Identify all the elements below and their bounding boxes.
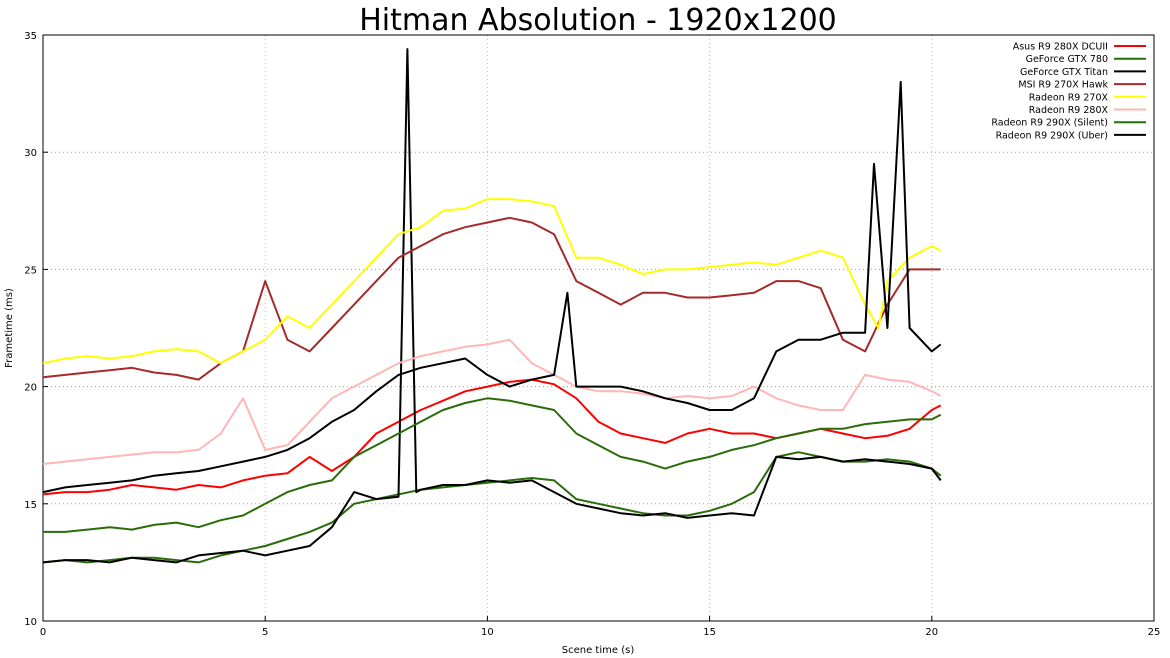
y-axis-label: Frametime (ms)	[4, 288, 15, 368]
chart-title: Hitman Absolution - 1920x1200	[359, 3, 837, 38]
series-line-radeon-r9-280x	[42, 338, 942, 465]
legend-label-radeon-r9-290x-silent: Radeon R9 290X (Silent)	[991, 118, 1108, 129]
legend-label-asus-r9-280x-dcuii: Asus R9 280X DCUII	[1013, 42, 1108, 53]
legend-label-geforce-gtx-780: GeForce GTX 780	[1026, 54, 1108, 65]
legend-label-radeon-r9-270x: Radeon R9 270X	[1029, 92, 1109, 103]
x-tick-label: 0	[40, 627, 46, 638]
legend-label-msi-r9-270x-hawk: MSI R9 270X Hawk	[1018, 80, 1108, 91]
x-tick-label: 10	[481, 627, 494, 638]
y-tick-label: 30	[24, 148, 37, 159]
series-line-radeon-r9-270x	[42, 198, 942, 365]
series-line-geforce-gtx-780	[42, 451, 942, 564]
series-line-radeon-r9-290x-silent	[43, 397, 942, 533]
series-line-msi-r9-270x-hawk	[42, 216, 941, 381]
grid	[43, 35, 1154, 621]
series-layer	[42, 48, 942, 564]
x-tick-label: 20	[925, 627, 938, 638]
axis-ticks: 0 5 10 15 20 25 10 15 20 25 30 35	[24, 31, 1160, 638]
series-line-geforce-gtx-titan	[42, 48, 942, 564]
legend-label-radeon-r9-290x-uber: Radeon R9 290X (Uber)	[996, 130, 1108, 141]
plot-frame	[42, 34, 1155, 622]
y-tick-label: 10	[24, 617, 37, 628]
legend-label-geforce-gtx-titan: GeForce GTX Titan	[1020, 67, 1108, 78]
x-tick-label: 5	[262, 627, 268, 638]
series-line-asus-r9-280x-dcuii	[42, 378, 942, 496]
x-tick-label: 25	[1148, 627, 1161, 638]
series-line-radeon-r9-290x-uber	[42, 80, 942, 494]
legend-label-radeon-r9-280x: Radeon R9 280X	[1029, 105, 1109, 116]
x-axis-label: Scene time (s)	[562, 645, 635, 656]
y-tick-label: 25	[24, 265, 37, 276]
y-tick-label: 35	[24, 31, 37, 42]
y-tick-label: 15	[24, 500, 37, 511]
y-tick-label: 20	[24, 383, 37, 394]
x-tick-label: 15	[703, 627, 716, 638]
